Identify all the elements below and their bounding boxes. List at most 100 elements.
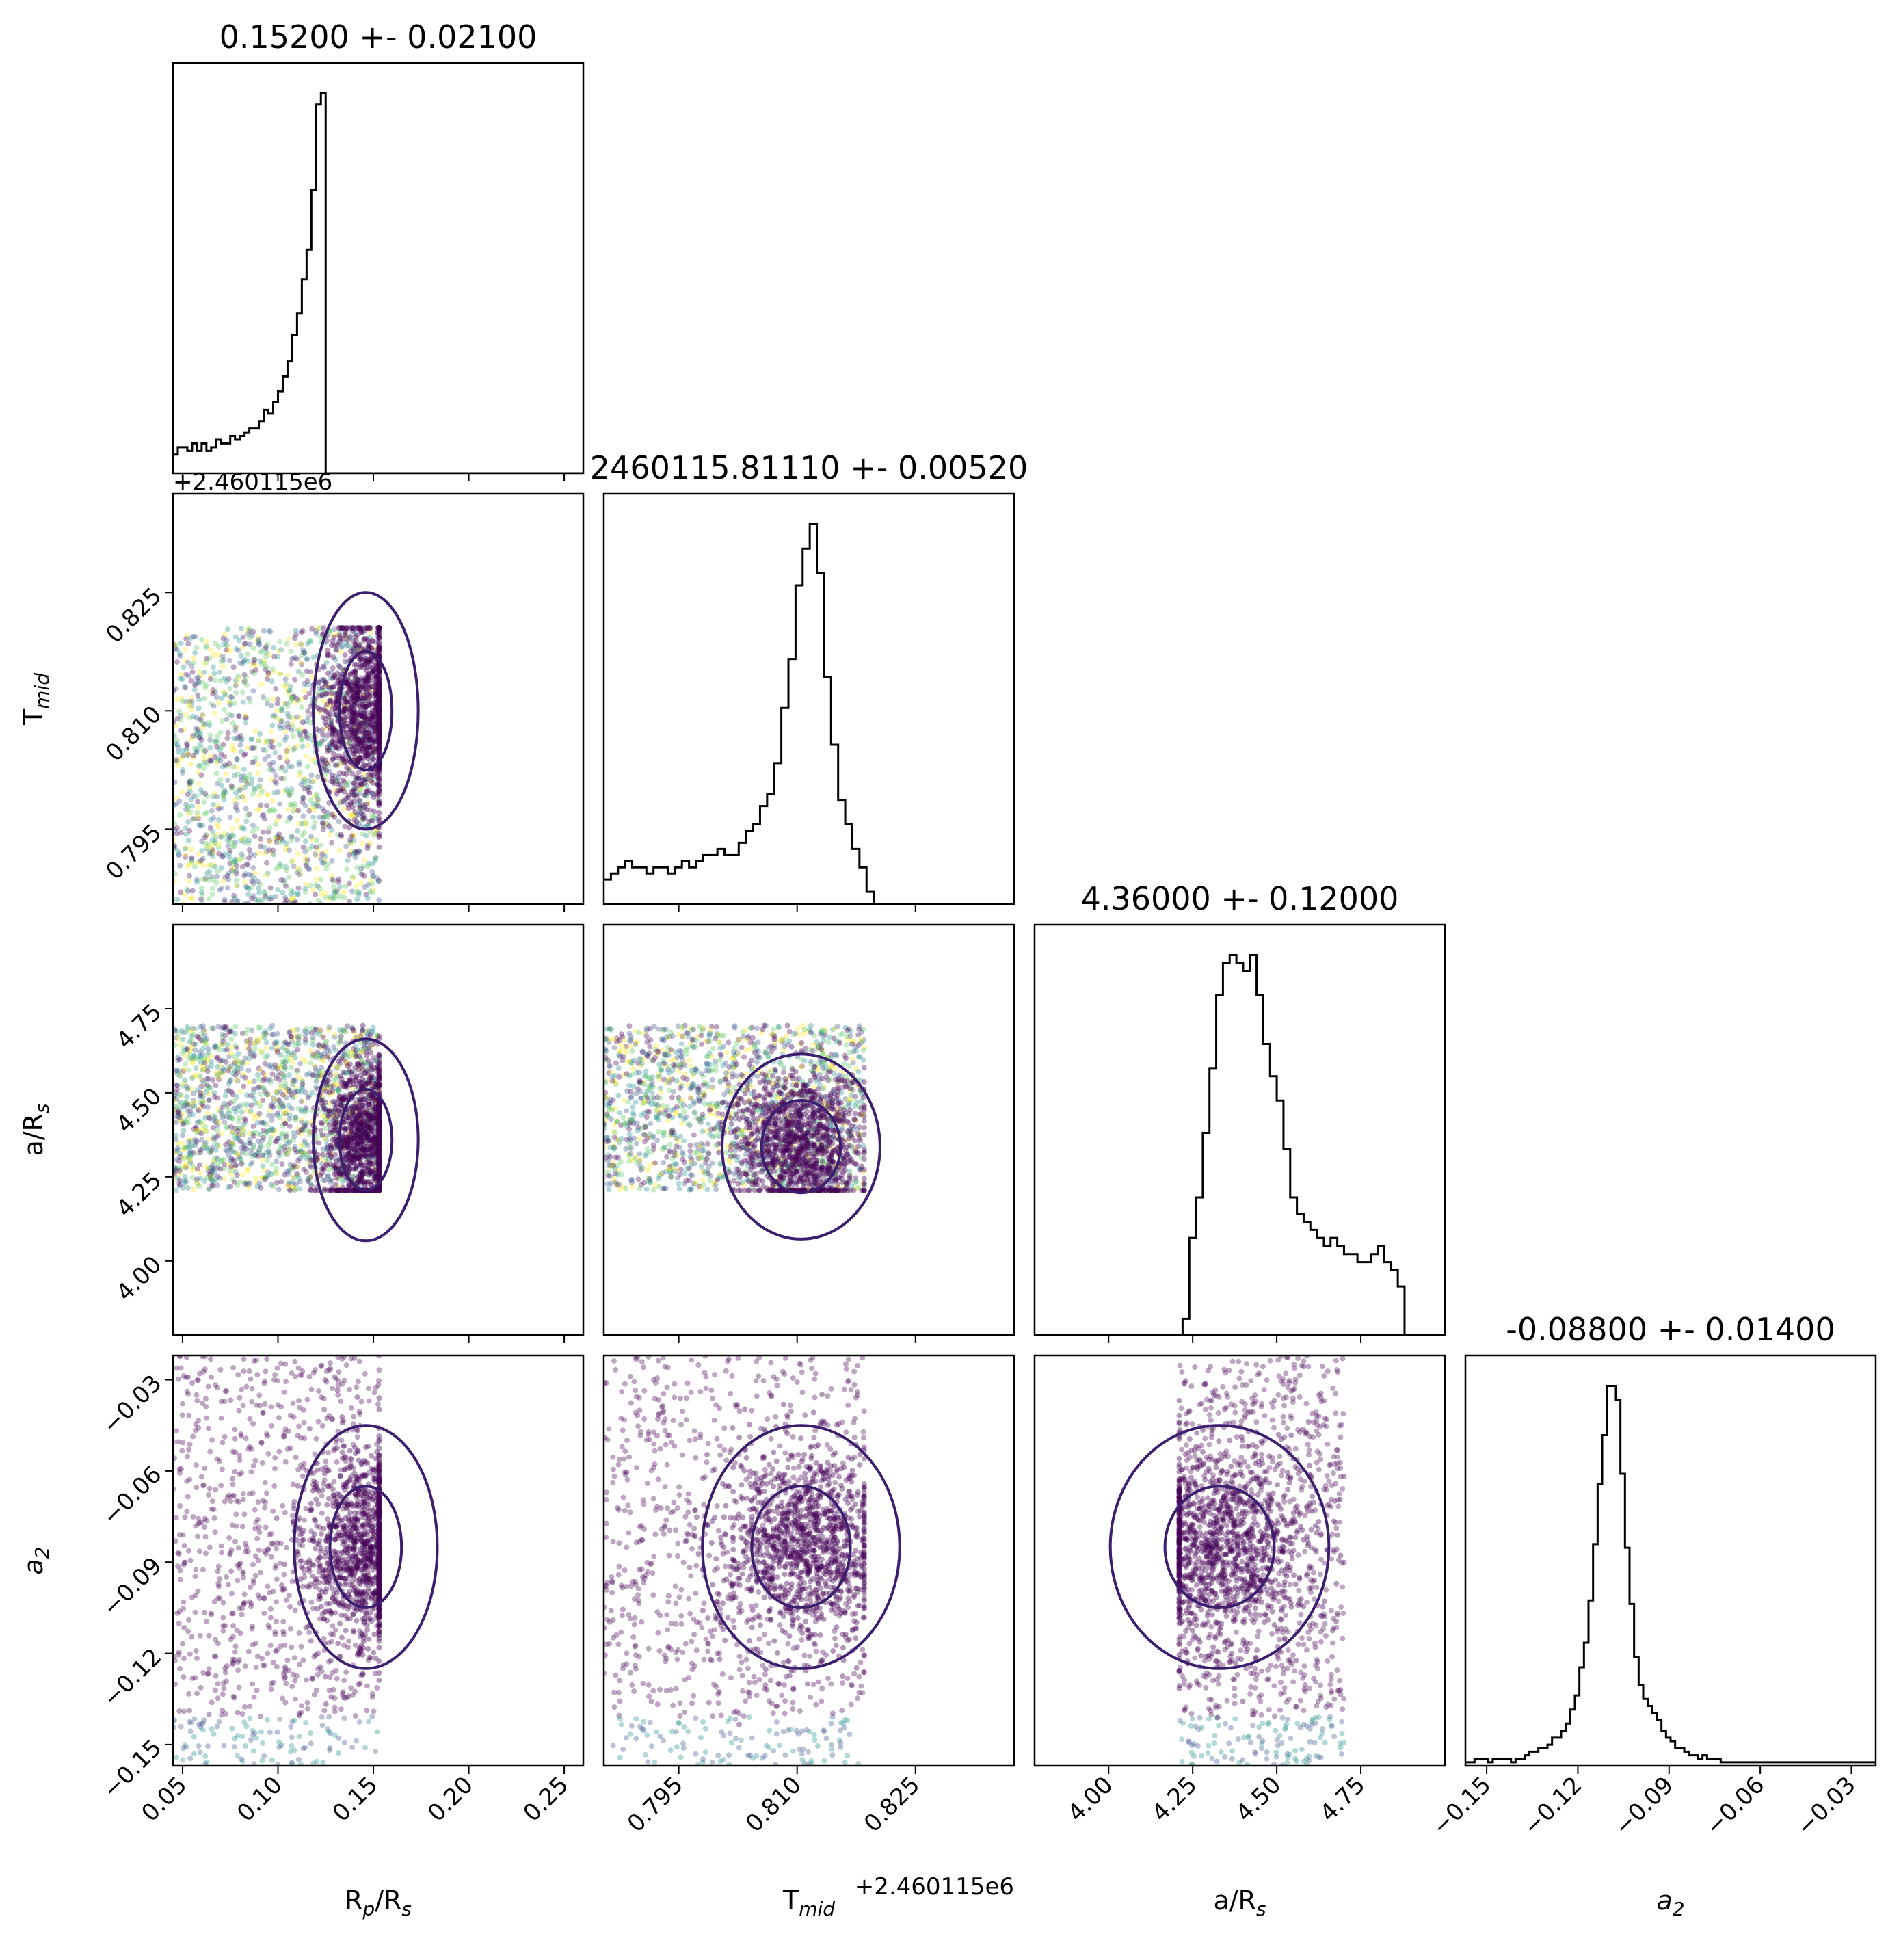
scatter-point: [358, 1161, 364, 1167]
scatter-point: [258, 1091, 264, 1098]
scatter-point: [232, 700, 238, 706]
scatter-point: [296, 872, 302, 878]
scatter-point: [207, 825, 213, 831]
scatter-point: [345, 792, 351, 798]
scatter-point: [372, 700, 378, 706]
scatter-point: [297, 1179, 303, 1185]
scatter-point: [375, 713, 382, 719]
scatter-point: [368, 1117, 374, 1124]
scatter-point: [300, 1098, 306, 1104]
scatter-point: [315, 1074, 321, 1081]
scatter-point: [291, 808, 297, 814]
scatter-point: [367, 737, 373, 743]
scatter-point: [349, 686, 356, 692]
scatter-point: [362, 1163, 368, 1169]
scatter-point: [334, 832, 341, 838]
scatter-point: [273, 894, 279, 900]
scatter-point: [235, 676, 241, 682]
scatter-point: [196, 668, 202, 674]
scatter-point: [332, 743, 338, 750]
scatter-point: [301, 680, 307, 687]
scatter-point: [342, 706, 348, 713]
scatter-point: [362, 1059, 368, 1065]
scatter-point: [351, 728, 358, 734]
scatter-point: [207, 868, 213, 874]
scatter-point: [352, 1155, 358, 1161]
scatter-point: [173, 1104, 178, 1110]
scatter-point: [297, 1156, 303, 1162]
scatter-point: [376, 694, 382, 700]
scatter-point: [191, 1052, 198, 1059]
scatter-point: [237, 1179, 243, 1185]
scatter-point: [289, 693, 295, 700]
scatter-point: [174, 1145, 181, 1152]
scatter-point: [240, 1141, 246, 1147]
scatter-point: [274, 1065, 280, 1072]
scatter-point: [370, 791, 376, 797]
scatter-point: [373, 747, 380, 753]
scatter-point: [361, 1096, 367, 1102]
scatter-point: [376, 1187, 382, 1193]
scatter-point: [183, 672, 189, 678]
scatter-point: [201, 749, 207, 755]
scatter-point: [367, 625, 373, 631]
scatter-point: [376, 676, 382, 682]
scatter-point: [254, 1038, 261, 1044]
scatter-point: [360, 1171, 366, 1178]
scatter-point: [259, 1175, 265, 1181]
scatter-point: [371, 724, 377, 730]
scatter-point: [250, 1053, 256, 1059]
scatter-point: [351, 719, 357, 726]
scatter-point: [376, 685, 382, 691]
scatter-point: [215, 802, 221, 808]
scatter-point: [315, 1108, 321, 1114]
scatter-point: [292, 676, 298, 683]
scatter-point: [376, 731, 382, 737]
scatter-point: [347, 848, 354, 854]
scatter-point: [176, 1158, 183, 1164]
scatter-point: [205, 1165, 211, 1171]
scatter-point: [367, 1074, 373, 1081]
scatter-point: [295, 808, 302, 814]
scatter-point: [366, 1115, 372, 1121]
scatter-point: [294, 1027, 300, 1033]
scatter-point: [369, 670, 375, 676]
scatter-point: [185, 819, 191, 825]
scatter-point: [347, 633, 353, 639]
scatter-point: [241, 678, 248, 685]
scatter-point: [185, 810, 191, 817]
scatter-point: [291, 1077, 297, 1083]
scatter-point: [229, 694, 235, 700]
scatter-point: [376, 744, 382, 750]
scatter-point: [346, 699, 352, 705]
scatter-point: [180, 1184, 186, 1191]
scatter-point: [187, 1052, 194, 1058]
scatter-point: [376, 721, 382, 727]
scatter-point: [373, 1151, 379, 1157]
scatter-point: [376, 1111, 382, 1117]
scatter-point: [198, 637, 204, 643]
scatter-point: [295, 1148, 302, 1154]
scatter-point: [302, 1150, 308, 1156]
scatter-point: [356, 1066, 362, 1072]
scatter-point: [343, 1061, 349, 1068]
scatter-point: [222, 1024, 228, 1031]
scatter-point: [248, 1102, 254, 1109]
scatter-point: [189, 1060, 196, 1066]
scatter-point: [265, 1128, 271, 1134]
scatter-point: [203, 1128, 209, 1135]
scatter-point: [303, 734, 309, 740]
scatter-point: [321, 1044, 328, 1050]
scatter-point: [333, 1124, 339, 1130]
scatter-point: [269, 1117, 275, 1123]
scatter-point: [356, 684, 362, 690]
scatter-point: [191, 754, 197, 760]
scatter-point: [369, 707, 375, 713]
scatter-point: [366, 1028, 372, 1034]
scatter-point: [336, 680, 342, 687]
scatter-point: [364, 752, 371, 758]
scatter-point: [373, 683, 380, 689]
scatter-point: [305, 1176, 311, 1182]
scatter-point: [232, 859, 238, 865]
scatter-point: [222, 691, 228, 697]
